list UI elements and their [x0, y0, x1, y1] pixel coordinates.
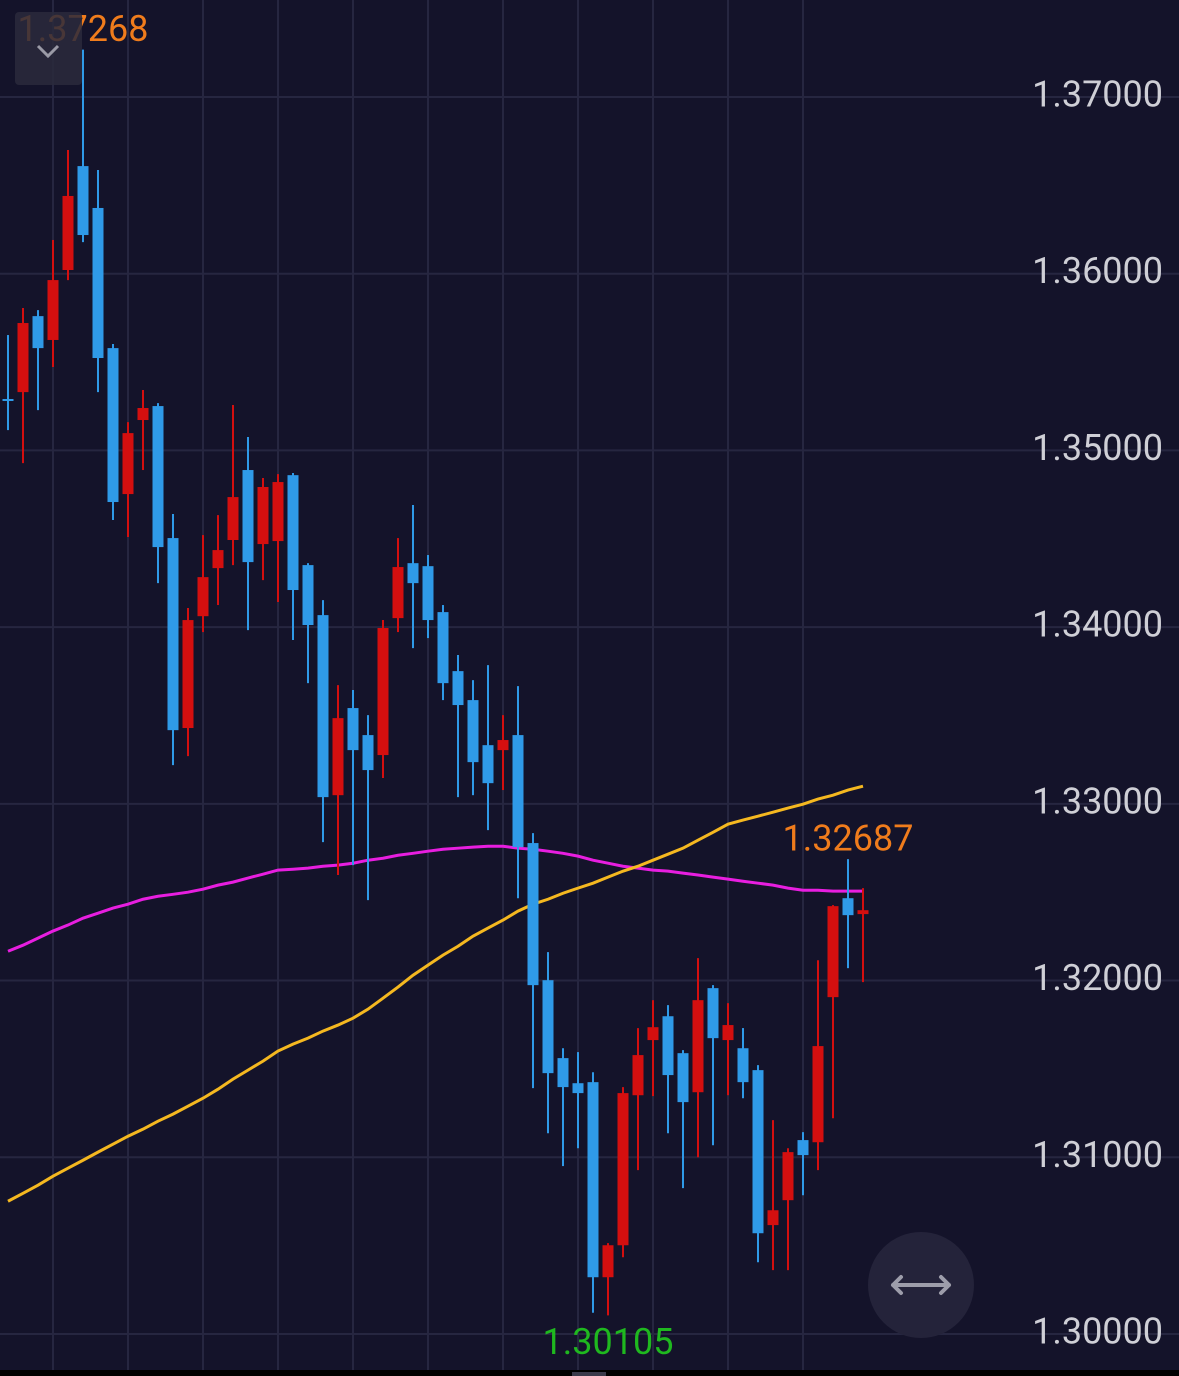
candle-body	[392, 567, 404, 619]
candle-body	[137, 408, 149, 421]
candle-body	[542, 980, 554, 1074]
candle-body	[77, 166, 89, 236]
candle-body	[242, 470, 254, 563]
candle-body	[842, 898, 854, 916]
time-handle[interactable]	[572, 1372, 606, 1376]
candle-body	[32, 316, 44, 349]
candle-body	[812, 1046, 824, 1143]
candle-body	[497, 740, 509, 751]
candle-body	[332, 718, 344, 796]
candle-body	[692, 1000, 704, 1093]
candle-body	[182, 620, 194, 729]
candle-body	[437, 612, 449, 684]
candle-body	[782, 1152, 794, 1201]
candle-body	[857, 910, 869, 915]
candle-body	[527, 843, 539, 986]
y-tick-label: 1.32000	[1032, 957, 1163, 999]
price-marker-label: 1.32687	[783, 818, 914, 860]
y-tick-label: 1.36000	[1032, 250, 1163, 292]
chevron-icon	[36, 44, 60, 59]
moving-average-line	[7, 784, 864, 1203]
candle-body	[827, 906, 839, 998]
candle-body	[317, 615, 329, 798]
candle-body	[287, 475, 299, 591]
candle-body	[17, 323, 29, 393]
candle-body	[212, 550, 224, 569]
moving-average-line	[7, 844, 863, 953]
double-arrow-icon	[891, 1275, 951, 1295]
candle-body	[422, 566, 434, 621]
y-tick-label: 1.35000	[1032, 427, 1163, 469]
candle-body	[197, 577, 209, 617]
candle-body	[587, 1082, 599, 1278]
candle-body	[377, 628, 389, 756]
candle-body	[602, 1245, 614, 1278]
candle-body	[662, 1016, 674, 1076]
candle-body	[92, 207, 104, 359]
candle-body	[557, 1058, 569, 1088]
candle-body	[407, 563, 419, 584]
candle-body	[572, 1083, 584, 1094]
candle-body	[797, 1140, 809, 1156]
y-tick-label: 1.34000	[1032, 604, 1163, 646]
candle-body	[122, 433, 134, 495]
candle-body	[752, 1070, 764, 1234]
candle-body	[362, 735, 374, 771]
candle-body	[767, 1210, 779, 1226]
candle-body	[152, 406, 164, 548]
candle-body	[467, 700, 479, 763]
candle-body	[482, 745, 494, 784]
y-tick-label: 1.30000	[1032, 1310, 1163, 1352]
candle-body	[677, 1053, 689, 1103]
price-marker-label: 1.30105	[543, 1321, 674, 1363]
candle-body	[62, 195, 74, 271]
candle-body	[107, 348, 119, 503]
candle-body	[302, 565, 314, 626]
candle-body	[257, 487, 269, 545]
candle-body	[512, 735, 524, 848]
candle-body	[452, 671, 464, 706]
candle-body	[617, 1093, 629, 1246]
candle-body	[47, 280, 59, 340]
candle-body	[707, 988, 719, 1039]
y-tick-label: 1.37000	[1032, 74, 1163, 116]
candle-body	[737, 1048, 749, 1083]
candle-body	[722, 1025, 734, 1041]
candle-body	[167, 538, 179, 731]
candle-body	[647, 1027, 659, 1041]
y-tick-label: 1.31000	[1032, 1134, 1163, 1176]
candle-body	[632, 1055, 644, 1096]
collapse-button[interactable]	[15, 12, 82, 85]
candle-body	[272, 482, 284, 542]
candle-body	[227, 497, 239, 541]
candle-body	[347, 708, 359, 751]
y-tick-label: 1.33000	[1032, 780, 1163, 822]
candle-body	[2, 399, 14, 402]
